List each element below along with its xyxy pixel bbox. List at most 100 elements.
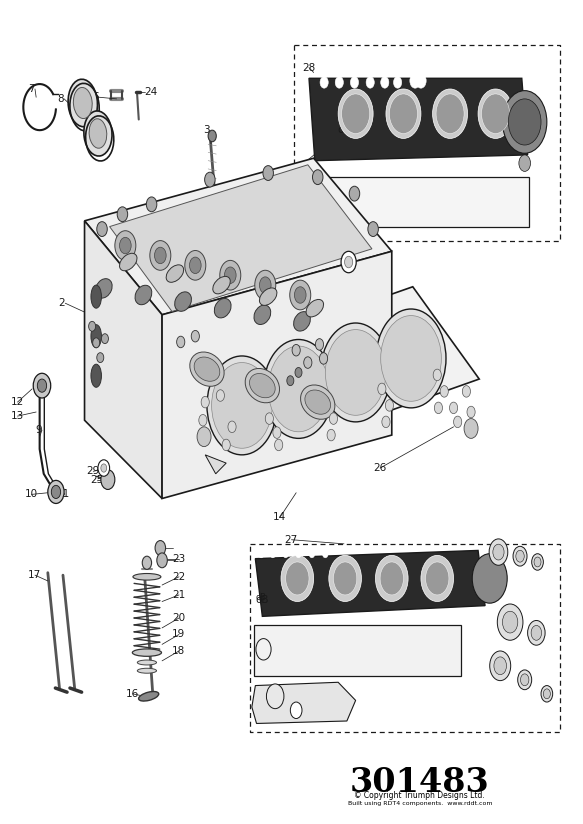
Circle shape	[189, 257, 201, 274]
Circle shape	[290, 280, 311, 310]
Circle shape	[201, 396, 209, 408]
Polygon shape	[309, 78, 528, 161]
Circle shape	[321, 323, 391, 422]
Ellipse shape	[132, 649, 161, 657]
Text: oB: oB	[255, 593, 266, 602]
Text: oB: oB	[302, 161, 313, 169]
Circle shape	[322, 550, 328, 558]
Text: 8: 8	[57, 94, 64, 104]
Ellipse shape	[138, 660, 156, 665]
Text: 29: 29	[338, 259, 352, 269]
Ellipse shape	[120, 253, 137, 271]
Circle shape	[531, 625, 542, 640]
Circle shape	[366, 77, 374, 88]
Text: 8: 8	[86, 133, 93, 143]
Ellipse shape	[259, 288, 277, 306]
Polygon shape	[255, 550, 485, 616]
Circle shape	[325, 330, 386, 415]
Circle shape	[264, 339, 333, 438]
Polygon shape	[254, 625, 461, 676]
Circle shape	[208, 130, 216, 142]
Text: 13: 13	[10, 411, 24, 421]
Polygon shape	[178, 287, 479, 463]
Ellipse shape	[213, 276, 230, 294]
Circle shape	[48, 480, 64, 503]
Ellipse shape	[135, 285, 152, 305]
Circle shape	[329, 413, 338, 424]
Circle shape	[416, 73, 426, 88]
Ellipse shape	[138, 668, 156, 673]
Ellipse shape	[91, 285, 101, 308]
Text: 18: 18	[172, 646, 185, 656]
Ellipse shape	[166, 265, 184, 283]
Text: 7: 7	[28, 84, 34, 94]
Circle shape	[263, 166, 273, 180]
Circle shape	[462, 386, 470, 397]
Ellipse shape	[91, 325, 101, 348]
Circle shape	[329, 555, 361, 602]
Circle shape	[258, 550, 264, 558]
Polygon shape	[308, 177, 529, 227]
Circle shape	[333, 562, 357, 595]
Text: 19: 19	[172, 630, 185, 639]
Circle shape	[255, 270, 276, 300]
Text: 301483: 301483	[350, 766, 490, 799]
Polygon shape	[85, 158, 392, 315]
Circle shape	[381, 77, 389, 88]
Circle shape	[177, 336, 185, 348]
Ellipse shape	[139, 691, 159, 701]
Circle shape	[101, 464, 107, 472]
Circle shape	[89, 321, 96, 331]
Text: 14: 14	[273, 513, 286, 522]
Circle shape	[259, 277, 271, 293]
Circle shape	[155, 541, 166, 555]
Circle shape	[101, 334, 108, 344]
Circle shape	[386, 89, 421, 138]
Ellipse shape	[306, 299, 324, 317]
Circle shape	[146, 197, 157, 212]
Circle shape	[376, 309, 446, 408]
Circle shape	[97, 353, 104, 363]
Text: 23: 23	[172, 554, 185, 564]
Circle shape	[519, 155, 531, 171]
Circle shape	[292, 344, 300, 356]
Text: 5: 5	[302, 384, 308, 394]
Circle shape	[345, 256, 353, 268]
Circle shape	[433, 89, 468, 138]
Text: 24: 24	[145, 87, 158, 97]
Circle shape	[312, 170, 323, 185]
Circle shape	[503, 91, 547, 153]
Circle shape	[273, 427, 281, 438]
Circle shape	[342, 94, 370, 133]
Circle shape	[197, 427, 211, 447]
Circle shape	[33, 373, 51, 398]
Circle shape	[341, 251, 356, 273]
Circle shape	[350, 77, 359, 88]
Circle shape	[191, 330, 199, 342]
Text: 20: 20	[172, 613, 185, 623]
Text: 4: 4	[192, 432, 199, 442]
Circle shape	[51, 485, 61, 499]
Circle shape	[120, 237, 131, 254]
Circle shape	[541, 686, 553, 702]
Ellipse shape	[305, 390, 331, 414]
Circle shape	[543, 689, 550, 699]
Text: 3: 3	[203, 125, 209, 135]
Circle shape	[482, 94, 510, 133]
Polygon shape	[162, 251, 392, 499]
Circle shape	[93, 338, 100, 348]
Circle shape	[256, 639, 271, 660]
Ellipse shape	[91, 364, 101, 387]
Circle shape	[478, 89, 513, 138]
Circle shape	[283, 550, 289, 558]
Circle shape	[309, 550, 315, 558]
Circle shape	[490, 651, 511, 681]
Circle shape	[142, 556, 152, 569]
Ellipse shape	[133, 574, 161, 580]
Circle shape	[290, 702, 302, 719]
Circle shape	[265, 413, 273, 424]
Text: 27: 27	[285, 535, 298, 545]
Circle shape	[185, 250, 206, 280]
Text: 29: 29	[86, 466, 100, 476]
Circle shape	[275, 439, 283, 451]
